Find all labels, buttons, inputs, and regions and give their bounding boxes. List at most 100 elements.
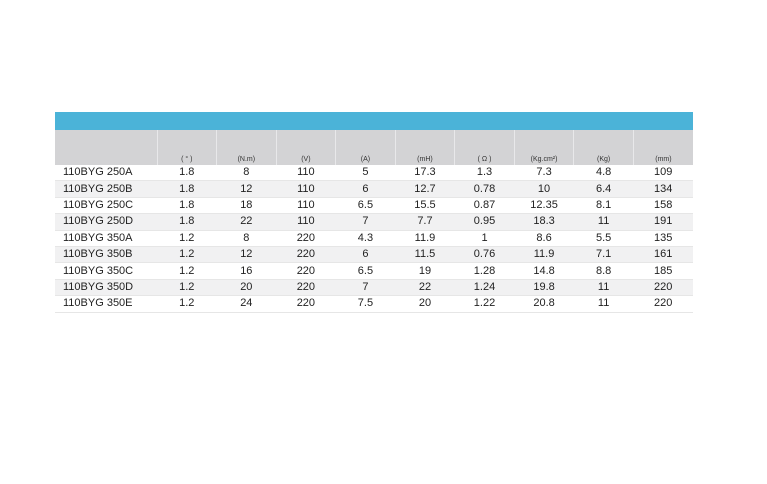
value-cell: 6.4 [573,180,634,198]
table-row: 110BYG 350B 1.2 12 220 6 11.5 0.76 11.9 7.1 161 [55,246,693,264]
value-cell: 1.22 [454,295,515,313]
model-cell: 110BYG 250B [55,180,157,198]
spec-table-wrap: ( ° ) (N.m) (V) (A) (mH)( Ω ) (Kg.cm²) (Kg) (mm… [55,112,693,313]
header-cell: (A) [335,130,396,165]
model-cell: 110BYG 350A [55,230,157,247]
value-cell: 12.7 [395,180,455,198]
value-cell: 11 [573,295,634,313]
header-cell: ( Ω ) [454,130,515,165]
value-cell: 20 [216,279,277,297]
value-cell: 1.2 [157,295,217,313]
value-cell: 8.6 [514,230,574,247]
value-cell: 185 [633,262,693,280]
value-cell: 6 [335,246,396,264]
value-cell: 191 [633,213,693,231]
value-cell: 19.8 [514,279,574,297]
value-cell: 18 [216,197,277,215]
value-cell: 158 [633,197,693,215]
value-cell: 109 [633,165,693,182]
value-cell: 6 [335,180,396,198]
value-cell: 19 [395,262,455,280]
value-cell: 1.3 [454,165,515,182]
header-cell: (Kg.cm²) [513,130,574,165]
value-cell: 1.8 [157,180,217,198]
value-cell: 0.87 [454,197,515,215]
value-cell: 1.24 [454,279,515,297]
value-cell: 12.35 [514,197,574,215]
value-cell: 220 [276,295,336,313]
table-row: 110BYG 350D 1.2 20 220 7 22 1.24 19.8 11 220 [55,279,693,297]
value-cell: 8 [216,230,277,247]
value-cell: 220 [276,279,336,297]
model-cell: 110BYG 350D [55,279,157,297]
value-cell: 110 [276,165,336,182]
header-row: ( ° ) (N.m) (V) (A) (mH)( Ω ) (Kg.cm²) (Kg) (mm… [55,130,693,165]
value-cell: 4.3 [335,230,396,247]
header-bar [55,112,693,130]
value-cell: 1.8 [157,165,217,182]
value-cell: 18.3 [514,213,574,231]
value-cell: 6.5 [335,197,396,215]
value-cell: 1.8 [157,197,217,215]
value-cell: 161 [633,246,693,264]
value-cell: 24 [216,295,277,313]
value-cell: 12 [216,180,277,198]
value-cell: 4.8 [573,165,634,182]
value-cell: 220 [276,230,336,247]
value-cell: 8.8 [573,262,634,280]
value-cell: 15.5 [395,197,455,215]
value-cell: 1.2 [157,246,217,264]
header-cell: (mm) [632,130,693,165]
spec-table: ( ° ) (N.m) (V) (A) (mH)( Ω ) (Kg.cm²) (Kg) (mm… [55,130,693,313]
value-cell: 10 [514,180,574,198]
value-cell: 134 [633,180,693,198]
model-cell: 110BYG 350B [55,246,157,264]
value-cell: 1.2 [157,230,217,247]
header-cell: (V) [275,130,336,165]
table-row: 110BYG 250A 1.8 8 110 5 17.3 1.3 7.3 4.8 109 [55,165,693,182]
value-cell: 7 [335,279,396,297]
value-cell: 5 [335,165,396,182]
value-cell: 7 [335,213,396,231]
value-cell: 110 [276,180,336,198]
value-cell: 7.1 [573,246,634,264]
value-cell: 1.8 [157,213,217,231]
value-cell: 7.5 [335,295,396,313]
header-cell: ( ° ) [156,130,217,165]
value-cell: 14.8 [514,262,574,280]
value-cell: 22 [395,279,455,297]
value-cell: 11 [573,213,634,231]
value-cell: 220 [276,246,336,264]
header-cell [55,130,157,165]
value-cell: 12 [216,246,277,264]
value-cell: 135 [633,230,693,247]
header-cell: (Kg) [573,130,634,165]
value-cell: 1.2 [157,262,217,280]
value-cell: 1.28 [454,262,515,280]
table-row: 110BYG 350C 1.2 16 220 6.5 19 1.28 14.8 8.8 185 [55,262,693,280]
value-cell: 11 [573,279,634,297]
value-cell: 20.8 [514,295,574,313]
model-cell: 110BYG 250D [55,213,157,231]
value-cell: 220 [276,262,336,280]
model-cell: 110BYG 250C [55,197,157,215]
header-cell: (mH) [394,130,455,165]
value-cell: 6.5 [335,262,396,280]
value-cell: 220 [633,295,693,313]
table-body: 110BYG 250A 1.8 8 110 5 17.3 1.3 7.3 4.8 109 110BY… [55,165,693,313]
value-cell: 7.7 [395,213,455,231]
value-cell: 17.3 [395,165,455,182]
value-cell: 16 [216,262,277,280]
value-cell: 0.76 [454,246,515,264]
value-cell: 22 [216,213,277,231]
value-cell: 11.5 [395,246,455,264]
table-row: 110BYG 250D 1.8 22 110 7 7.7 0.95 18.3 11 191 [55,213,693,231]
model-cell: 110BYG 350C [55,262,157,280]
model-cell: 110BYG 350E [55,295,157,313]
value-cell: 11.9 [514,246,574,264]
value-cell: 8 [216,165,277,182]
value-cell: 110 [276,197,336,215]
table-row: 110BYG 350E 1.2 24 220 7.5 20 1.22 20.8 11 220 [55,295,693,313]
table-row: 110BYG 250B 1.8 12 110 6 12.7 0.78 10 6.4 134 [55,180,693,198]
value-cell: 1 [454,230,515,247]
